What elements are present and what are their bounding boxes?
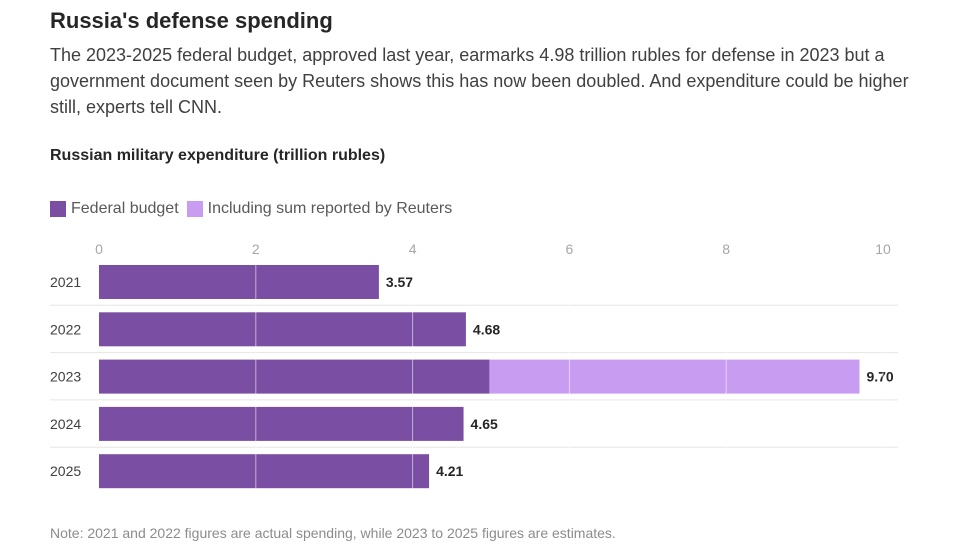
legend-item-reuters: Including sum reported by Reuters <box>186 200 453 218</box>
bar-value-label: 4.21 <box>436 463 463 479</box>
x-tick-label: 10 <box>875 241 891 257</box>
y-category-label: 2023 <box>50 369 81 385</box>
footnote: Note: 2021 and 2022 figures are actual s… <box>50 525 616 541</box>
bar-federal-budget <box>99 454 430 489</box>
legend-label-federal: Federal budget <box>71 200 179 217</box>
bar-value-label: 4.68 <box>473 321 500 337</box>
x-tick-label: 0 <box>95 241 103 257</box>
y-category-label: 2022 <box>50 321 81 337</box>
bar-chart: 0 2 4 6 8 10 2021 3.57 2022 4.68 2023 9.70 2024 4.65 2… <box>50 241 898 489</box>
legend-swatch-reuters <box>186 201 203 217</box>
legend-swatch-federal <box>50 201 66 217</box>
legend-label-reuters: Including sum reported by Reuters <box>207 200 453 217</box>
chart-legend: Federal budget Including sum reported by… <box>50 200 460 218</box>
bar-federal-budget <box>99 312 466 347</box>
x-tick-label: 6 <box>566 241 574 257</box>
page-title: Russia's defense spending <box>50 8 333 33</box>
y-category-label: 2021 <box>50 274 81 290</box>
x-tick-label: 8 <box>722 241 730 257</box>
bar-federal-budget <box>99 265 379 299</box>
chart-title: Russian military expenditure (trillion r… <box>50 147 386 164</box>
y-category-label: 2025 <box>50 463 81 479</box>
y-category-label: 2024 <box>50 416 81 432</box>
x-tick-label: 2 <box>252 241 260 257</box>
bar-federal-budget <box>99 406 464 441</box>
x-tick-label: 4 <box>409 241 417 257</box>
bar-federal-budget <box>99 359 490 394</box>
legend-item-federal: Federal budget <box>50 200 179 218</box>
bar-reuters-sum <box>489 359 860 394</box>
bar-value-label: 9.70 <box>866 369 893 385</box>
bar-value-label: 4.65 <box>471 416 498 432</box>
bar-value-label: 3.57 <box>386 274 413 290</box>
page-subtitle: The 2023-2025 federal budget, approved l… <box>50 45 909 117</box>
